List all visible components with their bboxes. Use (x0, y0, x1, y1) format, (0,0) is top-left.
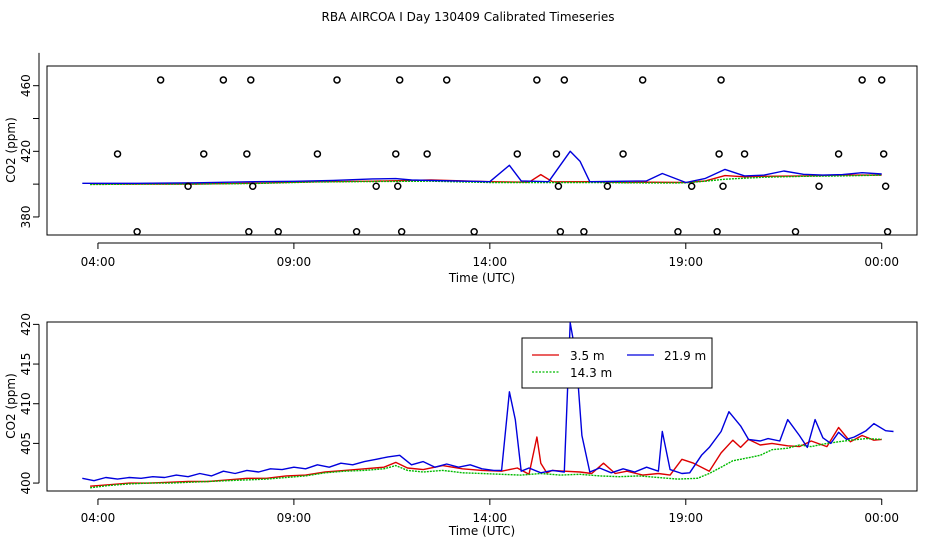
legend-label-14-3m: 14.3 m (570, 366, 612, 380)
outlier-point (580, 227, 588, 236)
top-series-group (82, 150, 882, 186)
y-tick-label: 405 (19, 432, 33, 455)
outlier-point (393, 182, 402, 191)
series-line-3-5-m (90, 173, 882, 185)
y-tick-label: 460 (19, 74, 33, 97)
outlier-point (715, 150, 723, 158)
outlier-point (791, 227, 800, 236)
outlier-point (858, 76, 866, 84)
legend-box (521, 337, 713, 389)
outlier-point (603, 182, 612, 191)
legend: 3.5 m 21.9 m 14.3 m (521, 337, 713, 389)
y-tick-label: 410 (19, 392, 33, 415)
outlier-point (883, 227, 892, 236)
outlier-point (156, 76, 165, 84)
top-plot-frame (46, 65, 918, 236)
outlier-point (395, 76, 404, 84)
outlier-point (638, 76, 647, 84)
bottom-y-label: CO2 (ppm) (4, 373, 18, 439)
panel-bottom: 04:00 09:00 14:00 19:00 00:00 400 405 410 415 42… (4, 313, 918, 538)
outlier-point (834, 150, 843, 158)
outlier-point (552, 150, 561, 158)
outlier-point (248, 182, 257, 191)
panel-top: 04:00 09:00 14:00 19:00 00:00 380 420 460 Time… (4, 52, 918, 285)
outlier-point (687, 182, 696, 191)
top-y-axis: 380 420 460 (19, 52, 40, 228)
x-tick-label: 14:00 (473, 255, 508, 269)
outlier-point (533, 76, 541, 84)
outlier-point (219, 76, 228, 84)
outlier-point (560, 76, 569, 84)
outlier-point (881, 182, 890, 191)
x-tick-label: 19:00 (668, 511, 703, 525)
top-x-label: Time (UTC) (448, 271, 515, 285)
outlier-point (392, 150, 400, 158)
outlier-point (184, 182, 192, 191)
outlier-point (247, 76, 255, 84)
series-line-3-5-m (90, 426, 882, 487)
outlier-point (274, 227, 282, 236)
outlier-point (719, 182, 727, 191)
legend-label-21-9m: 21.9 m (664, 349, 706, 363)
bottom-y-axis: 400 405 410 415 420 (19, 313, 40, 495)
y-tick-label: 415 (19, 353, 33, 376)
outlier-point (713, 227, 721, 236)
series-line-14-3-m (90, 437, 882, 489)
outlier-point (554, 182, 563, 191)
x-tick-label: 00:00 (864, 511, 899, 525)
outlier-point (470, 227, 478, 236)
top-outlier-points (113, 76, 892, 236)
outlier-point (313, 150, 322, 158)
outlier-point (740, 150, 749, 158)
outlier-point (877, 76, 886, 84)
x-tick-label: 04:00 (81, 255, 116, 269)
outlier-point (513, 150, 522, 158)
outlier-point (133, 227, 141, 236)
series-line-21-9-m (82, 322, 894, 482)
outlier-point (423, 150, 431, 158)
outlier-point (717, 76, 725, 84)
bottom-plot-frame (46, 321, 918, 492)
top-x-axis: 04:00 09:00 14:00 19:00 00:00 (81, 242, 899, 269)
outlier-point (815, 182, 823, 191)
bottom-x-label: Time (UTC) (448, 524, 515, 538)
x-tick-label: 09:00 (277, 255, 312, 269)
x-tick-label: 04:00 (81, 511, 116, 525)
outlier-point (200, 150, 208, 158)
outlier-point (245, 227, 253, 236)
x-tick-label: 19:00 (668, 255, 703, 269)
bottom-x-axis: 04:00 09:00 14:00 19:00 00:00 (81, 498, 899, 525)
outlier-point (556, 227, 565, 236)
outlier-point (442, 76, 451, 84)
y-tick-label: 420 (19, 140, 33, 163)
y-tick-label: 420 (19, 313, 33, 336)
outlier-point (397, 227, 406, 236)
outlier-point (243, 150, 251, 158)
outlier-point (674, 227, 682, 236)
outlier-point (619, 150, 627, 158)
outlier-point (113, 150, 122, 158)
x-tick-label: 00:00 (864, 255, 899, 269)
y-tick-label: 400 (19, 472, 33, 495)
top-y-label: CO2 (ppm) (4, 117, 18, 183)
outlier-point (372, 182, 380, 191)
outlier-point (333, 76, 341, 84)
series-line-21-9-m (82, 150, 882, 185)
y-tick-label: 380 (19, 205, 33, 228)
x-tick-label: 09:00 (277, 511, 312, 525)
legend-label-3-5m: 3.5 m (570, 349, 605, 363)
x-tick-label: 14:00 (473, 511, 508, 525)
outlier-point (879, 150, 888, 158)
chart-title: RBA AIRCOA I Day 130409 Calibrated Times… (322, 10, 615, 24)
bottom-series-group (82, 322, 894, 489)
outlier-point (352, 227, 361, 236)
